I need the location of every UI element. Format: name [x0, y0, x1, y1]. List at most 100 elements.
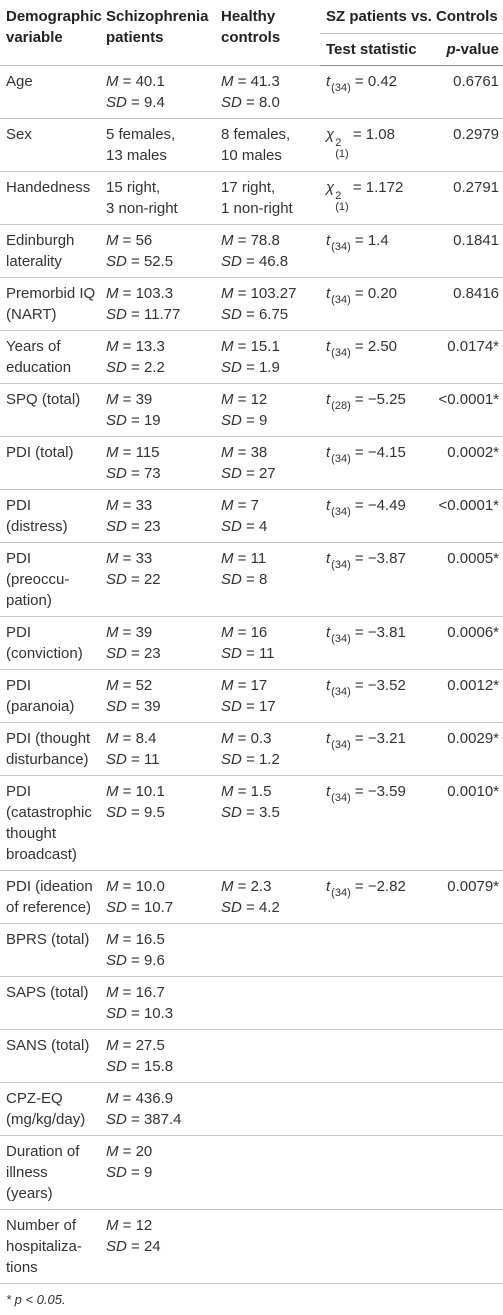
table-row: Handedness 15 right, 3 non-right 17 right, 1… [0, 171, 503, 225]
stat-sub: (34) [331, 347, 351, 359]
table-row: PDI (preoccu-pation) M = 33 SD = 22 M = 11 S… [0, 542, 503, 617]
p-value-cell [428, 923, 503, 977]
variable-line: (NART) [6, 306, 57, 323]
variable-line: PDI (distress) [6, 497, 68, 535]
hc-line: SD = 8 [221, 571, 268, 588]
variable-line: of reference) [6, 899, 92, 916]
hc-line: SD = 11 [221, 645, 275, 662]
stat-scripts: (28) [331, 401, 351, 412]
stat-symbol: t [326, 444, 331, 461]
sz-line: SD = 10.7 [106, 899, 174, 916]
p-value-cell: 0.8416 [428, 277, 503, 331]
variable-line: (catastrophic [6, 804, 92, 821]
stat-scripts: (34) [331, 454, 351, 465]
test-statistic-cell: t (34) = −3.21 [320, 722, 428, 776]
hc-line: M = 0.3 [221, 730, 272, 747]
sz-line: M = 52 [106, 677, 153, 694]
test-statistic-cell: t (34) = 0.20 [320, 277, 428, 331]
header-test-statistic: Test statistic [320, 33, 428, 66]
variable-cell: PDI (conviction) [0, 616, 100, 670]
variable-line: PDI (preoccu- [6, 550, 70, 588]
hc-line: M = 38 [221, 444, 268, 461]
hc-line: SD = 4 [221, 518, 268, 535]
stat-value: = −3.59 [350, 783, 406, 800]
p-value-cell [428, 1082, 503, 1136]
footnote: * p < 0.05. [6, 1292, 66, 1307]
hc-line: SD = 9 [221, 412, 268, 429]
variable-line: Duration of [6, 1143, 80, 1160]
sz-line: M = 40.1 [106, 73, 165, 90]
p-value-cell: 0.0005* [428, 542, 503, 617]
stat-sub: (34) [331, 559, 351, 571]
p-value-cell: 0.2979 [428, 118, 503, 172]
stat-sub: (34) [331, 453, 351, 465]
table-row: Age M = 40.1 SD = 9.4 M = 41.3 SD = 8.0 t (34)… [0, 65, 503, 119]
stat-symbol: t [326, 878, 331, 895]
test-statistic-cell: t (28) = −5.25 [320, 383, 428, 437]
header-line: Schizophrenia [106, 8, 209, 25]
stat-value: = −4.49 [350, 497, 406, 514]
stat-scripts: 2 (1) [335, 191, 348, 213]
header-line: patients [106, 29, 164, 46]
variable-line: Premorbid IQ [6, 285, 96, 302]
variable-line: thought [6, 825, 57, 842]
hc-cell [215, 923, 320, 977]
stat-value: = −5.25 [350, 391, 406, 408]
hc-line: 1 non-right [221, 200, 293, 217]
table-row: PDI (catastrophic thought broadcast) M = 10.… [0, 775, 503, 871]
variable-line: pation) [6, 592, 52, 609]
header-line: Healthy [221, 8, 276, 25]
stat-sub: (34) [331, 82, 351, 94]
variable-line: Number of [6, 1217, 77, 1234]
table-row: PDI (thought disturbance) M = 8.4 SD = 11 M … [0, 722, 503, 776]
stat-sub: (34) [331, 686, 351, 698]
variable-line: hospitaliza- [6, 1238, 82, 1255]
stat-value: = 2.50 [350, 338, 398, 355]
sz-line: M = 39 [106, 391, 153, 408]
hc-line: M = 12 [221, 391, 268, 408]
stat-sup: 2 [335, 190, 342, 202]
sz-line: SD = 23 [106, 518, 161, 535]
header-variable: Demographic variable [0, 0, 102, 66]
stat-scripts: (34) [331, 295, 351, 306]
stat-value: = 0.42 [350, 73, 398, 90]
stat-symbol: χ [326, 179, 335, 196]
hc-cell: M = 41.3 SD = 8.0 [215, 65, 320, 119]
header-line: Demographic [6, 8, 102, 25]
hc-line: M = 15.1 [221, 338, 280, 355]
sz-cell: M = 103.3 SD = 11.77 [100, 277, 215, 331]
sz-cell: 5 females, 13 males [100, 118, 215, 172]
sz-cell: M = 27.5 SD = 15.8 [100, 1029, 215, 1083]
table-row: Premorbid IQ (NART) M = 103.3 SD = 11.77 M =… [0, 277, 503, 331]
stat-value: = −4.15 [350, 444, 406, 461]
sz-cell: M = 40.1 SD = 9.4 [100, 65, 215, 119]
table-row: PDI (paranoia) M = 52 SD = 39 M = 17 SD = 17 t… [0, 669, 503, 723]
hc-cell [215, 1135, 320, 1210]
sz-cell: M = 8.4 SD = 11 [100, 722, 215, 776]
sz-line: M = 103.3 [106, 285, 174, 302]
table-row: PDI (distress) M = 33 SD = 23 M = 7 SD = 4 t(… [0, 489, 503, 543]
variable-cell: Edinburgh laterality [0, 224, 100, 278]
sz-line: SD = 2.2 [106, 359, 165, 376]
variable-cell: PDI (catastrophic thought broadcast) [0, 775, 100, 871]
hc-cell: M = 103.27 SD = 6.75 [215, 277, 320, 331]
variable-line: laterality [6, 253, 62, 270]
stat-sup: 2 [335, 137, 342, 149]
hc-cell: M = 17 SD = 17 [215, 669, 320, 723]
sz-line: SD = 73 [106, 465, 161, 482]
variable-line: PDI (thought [6, 730, 91, 747]
variable-cell: BPRS (total) [0, 923, 100, 977]
stat-value: = −3.52 [350, 677, 406, 694]
stat-sub: (34) [331, 887, 351, 899]
stat-sub: (34) [331, 294, 351, 306]
sz-line: M = 10.0 [106, 878, 165, 895]
p-value-cell: 0.0010* [428, 775, 503, 871]
p-value-cell: <0.0001* [428, 489, 503, 543]
stat-value: = −3.81 [350, 624, 406, 641]
hc-cell: 17 right, 1 non-right [215, 171, 320, 225]
sz-cell: M = 16.5 SD = 9.6 [100, 923, 215, 977]
stat-sub: (1) [335, 148, 349, 160]
stat-symbol: t [326, 73, 331, 90]
p-value-cell: 0.0006* [428, 616, 503, 670]
p-value-cell: 0.0174* [428, 330, 503, 384]
